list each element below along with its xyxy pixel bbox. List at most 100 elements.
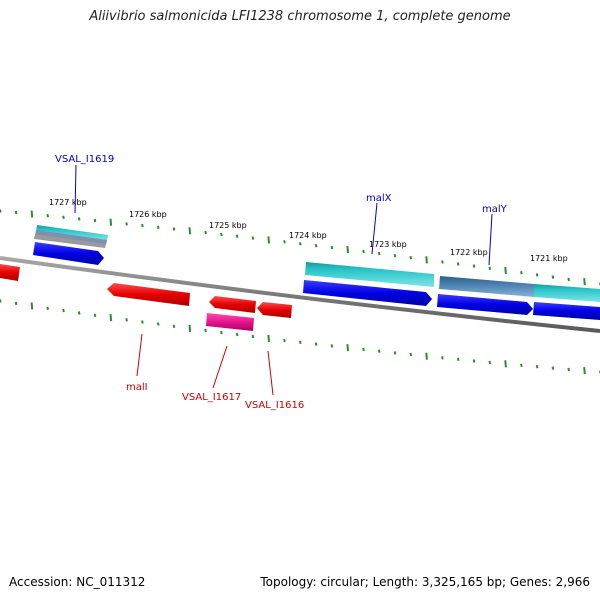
- upper-track-tick: [567, 277, 570, 282]
- gene-label-vsal-i1619[interactable]: VSAL_I1619: [55, 154, 114, 165]
- leader-line-malx: [371, 202, 378, 255]
- footer-accession: Accession: NC_011312: [9, 575, 146, 589]
- upper-track-tick: [362, 249, 365, 254]
- lower-track-tick: [62, 308, 65, 313]
- gene-label-maly[interactable]: malY: [482, 204, 508, 215]
- gene-cds-right-edge[interactable]: [533, 302, 600, 320]
- tick-label-1725kbp: 1725 kbp: [209, 221, 247, 230]
- tick-label-1723kbp: 1723 kbp: [369, 240, 407, 249]
- gene-cds-maly[interactable]: [437, 294, 533, 315]
- upper-track-tick: [93, 218, 97, 223]
- gene-feature-vsal-i1617[interactable]: [206, 313, 254, 331]
- lower-track-tick: [156, 322, 160, 326]
- tick-label-1727kbp: 1727 kbp: [49, 198, 87, 207]
- leader-line-vsal-i1619: [74, 164, 77, 214]
- upper-track-tick: [283, 240, 286, 244]
- upper-track-tick: [14, 210, 18, 215]
- lower-track-tick: [583, 367, 586, 375]
- gene-cds-left-edge[interactable]: [0, 264, 20, 281]
- lower-track-tick: [0, 299, 2, 303]
- lower-track-tick: [188, 324, 192, 332]
- lower-track-tick: [393, 351, 397, 355]
- lower-track-tick: [30, 302, 34, 310]
- footer-topology-info: Topology: circular; Length: 3,325,165 bp…: [260, 575, 590, 589]
- lower-track-tick: [204, 328, 207, 333]
- upper-track-tick: [330, 245, 334, 250]
- gene-label-vsal-i1617[interactable]: VSAL_I1617: [182, 392, 241, 403]
- gene-cds-malx[interactable]: [303, 280, 432, 306]
- lower-track-tick: [425, 352, 428, 360]
- lower-track-tick: [235, 332, 239, 337]
- upper-track-tick: [188, 227, 192, 235]
- lower-track-tick: [472, 359, 476, 363]
- lower-track-tick: [251, 334, 255, 339]
- lower-track-tick: [299, 340, 302, 344]
- lower-track-tick: [441, 356, 444, 360]
- gene-cds-vsal-i1617[interactable]: [209, 296, 256, 313]
- chromosome-backbone: [0, 256, 600, 333]
- upper-track-tick: [504, 266, 507, 275]
- gene-label-malx[interactable]: malX: [366, 193, 392, 204]
- lower-track-tick: [172, 324, 176, 328]
- upper-track-tick: [267, 236, 270, 244]
- upper-track-tick: [377, 251, 381, 256]
- gene-label-mali[interactable]: malI: [126, 382, 148, 393]
- upper-track-tick: [472, 264, 476, 268]
- upper-track-tick: [0, 209, 2, 213]
- lower-track-tick: [77, 311, 81, 315]
- gene-cds-vsal-i1619[interactable]: [33, 242, 104, 265]
- gene-cds-vsal-i1616[interactable]: [257, 302, 292, 318]
- upper-track-tick: [441, 260, 444, 264]
- upper-track-tick: [551, 275, 555, 279]
- tick-label-1721kbp: 1721 kbp: [530, 254, 568, 263]
- upper-track-tick: [156, 225, 160, 229]
- upper-track-tick: [141, 223, 144, 228]
- upper-track-tick: [393, 254, 397, 258]
- gene-feature-maly[interactable]: [439, 276, 600, 302]
- leader-line-vsal-i1616: [267, 350, 274, 396]
- lower-tick-track: [0, 299, 600, 375]
- upper-track-tick: [125, 222, 128, 226]
- lower-track-tick: [362, 347, 365, 352]
- lower-track-tick: [267, 334, 270, 342]
- upper-track-tick: [346, 246, 349, 254]
- upper-track-tick: [62, 215, 65, 219]
- upper-track-tick: [204, 230, 207, 235]
- gene-feature-malx[interactable]: [305, 262, 434, 287]
- lower-track-tick: [567, 367, 570, 372]
- upper-track-tick: [535, 273, 539, 277]
- leader-line-mali: [136, 333, 143, 377]
- tick-label-1722kbp: 1722 kbp: [450, 248, 488, 257]
- lower-track-tick: [283, 338, 286, 343]
- upper-track-tick: [172, 227, 176, 231]
- lower-track-tick: [377, 349, 381, 353]
- upper-tick-track: [0, 209, 600, 286]
- lower-track-tick: [346, 344, 349, 352]
- gene-feature-vsal-i1619[interactable]: [34, 225, 108, 248]
- upper-track-tick: [46, 214, 49, 218]
- lower-track-tick: [14, 301, 18, 306]
- lower-track-tick: [314, 342, 318, 346]
- upper-track-tick: [109, 218, 113, 226]
- lower-track-tick: [141, 320, 144, 324]
- lower-track-tick: [330, 344, 334, 348]
- lower-track-tick: [520, 363, 523, 367]
- upper-track-tick: [251, 236, 255, 240]
- upper-track-tick: [30, 210, 34, 218]
- lower-track-tick: [109, 313, 113, 322]
- gene-label-vsal-i1616[interactable]: VSAL_I1616: [245, 400, 304, 411]
- upper-track-tick: [583, 278, 586, 286]
- lower-track-tick: [125, 318, 128, 322]
- leader-line-maly: [488, 213, 493, 266]
- tick-label-1726kbp: 1726 kbp: [129, 210, 167, 219]
- lower-track-tick: [409, 352, 413, 357]
- upper-track-tick: [77, 217, 81, 221]
- upper-track-tick: [409, 256, 413, 260]
- upper-track-tick: [520, 271, 523, 275]
- gene-cds-mali[interactable]: [107, 283, 190, 306]
- lower-track-tick: [93, 313, 97, 317]
- lower-track-tick: [504, 360, 507, 368]
- lower-track-tick: [456, 357, 460, 361]
